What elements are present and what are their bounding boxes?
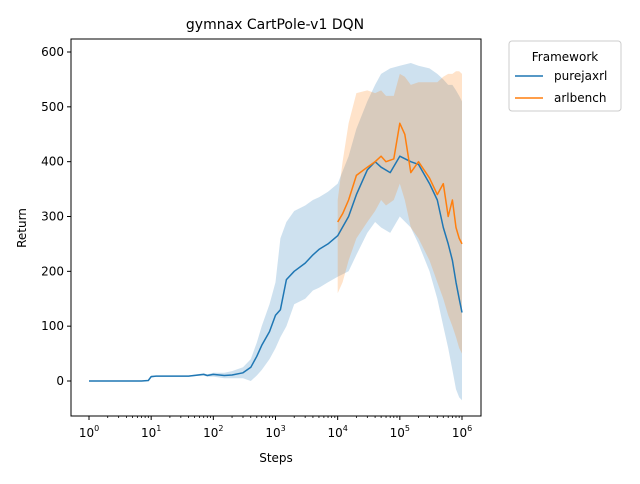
y-tick-label: 500 (41, 100, 64, 114)
series-lines (89, 122, 463, 382)
band-arlbench (337, 71, 462, 354)
y-tick-label: 100 (41, 319, 64, 333)
line-purejaxrl (89, 155, 463, 382)
x-tick-label: 106 (452, 424, 472, 440)
x-tick-label: 105 (390, 424, 410, 440)
y-tick-label: 200 (41, 264, 64, 278)
legend-items: purejaxrl arlbench (515, 69, 607, 105)
y-tick-label: 600 (41, 45, 64, 59)
legend-label-arlbench: arlbench (554, 91, 606, 105)
legend-box (508, 40, 622, 112)
x-tick-label: 101 (141, 424, 161, 440)
y-axis-label: Return (15, 208, 29, 248)
legend: Framework purejaxrl arlbench (508, 40, 622, 112)
x-tick-label: 103 (265, 424, 285, 440)
band-purejaxrl (89, 63, 462, 401)
x-tick-label: 102 (203, 424, 223, 440)
y-tick-label: 300 (41, 210, 64, 224)
chart-title: gymnax CartPole-v1 DQN (186, 17, 364, 33)
line-arlbench (337, 122, 463, 245)
confidence-bands (89, 63, 462, 401)
y-axis: 0 100 200 300 400 500 600 (41, 45, 71, 388)
y-tick-label: 0 (56, 374, 64, 388)
x-tick-label: 100 (79, 424, 99, 440)
x-axis: 100 101 102 103 104 105 106 (79, 416, 472, 440)
legend-title: Framework (532, 50, 598, 64)
y-tick-label: 400 (41, 155, 64, 169)
x-tick-label: 104 (327, 424, 347, 440)
x-axis-label: Steps (259, 451, 293, 465)
legend-label-purejaxrl: purejaxrl (554, 69, 607, 83)
